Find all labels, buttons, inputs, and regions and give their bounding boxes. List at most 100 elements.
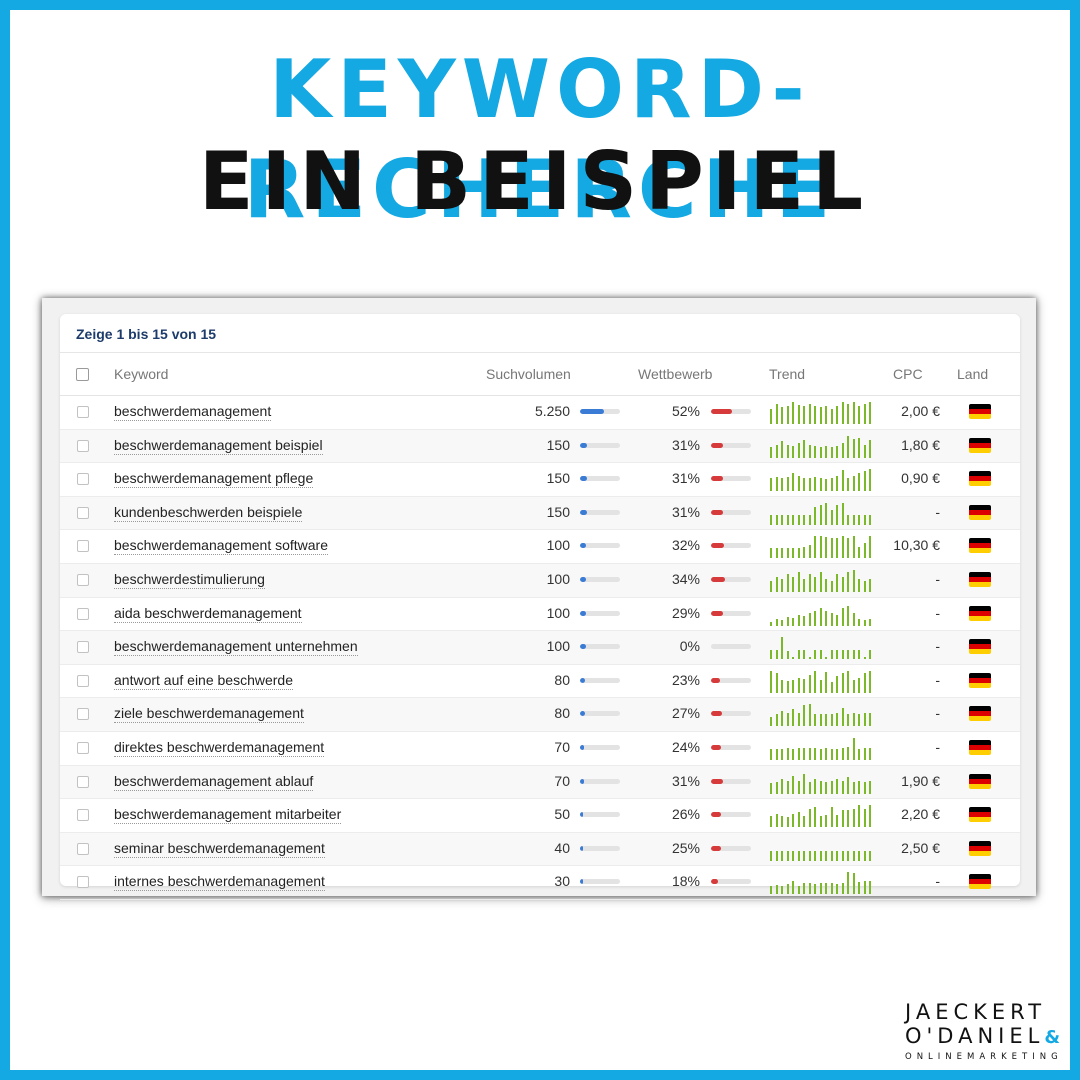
row-checkbox[interactable] [77,406,89,418]
trend-bar [797,812,800,828]
table-row[interactable]: beschwerdemanagement pflege 150 31% 0,90 € [60,463,1020,497]
table-row[interactable]: beschwerdemanagement mitarbeiter 50 26% 2,2… [60,799,1020,833]
germany-flag-icon [969,739,991,755]
cpc-value: - [935,503,940,520]
column-header-country[interactable]: Land [957,366,989,382]
trend-bar [836,748,838,760]
competition-bar [711,677,751,683]
column-header-trend[interactable]: Trend [769,366,806,382]
trend-bar [786,713,789,727]
table-row[interactable]: kundenbeschwerden beispiele 150 31% - [60,496,1020,531]
table-row[interactable]: beschwerdestimulierung 100 34% - [60,563,1020,598]
keyword-link[interactable]: beschwerdestimulierung [114,570,265,589]
trend-bar [847,776,849,794]
trend-bar [814,747,816,760]
column-header-keyword[interactable]: Keyword [114,366,169,382]
trend-bar [814,536,816,559]
select-all-checkbox[interactable] [76,368,89,381]
row-checkbox[interactable] [77,741,89,754]
trend-bar [808,747,811,760]
trend-bar [869,780,871,794]
row-checkbox[interactable] [77,540,89,553]
trend-sparkline [770,704,874,727]
row-checkbox[interactable] [77,842,89,855]
keyword-link[interactable]: beschwerdemanagement unternehmen [114,638,358,657]
row-checkbox[interactable] [77,809,89,822]
table-row[interactable]: ziele beschwerdemanagement 80 27% - [60,698,1020,732]
row-checkbox[interactable] [77,876,89,889]
trend-bar [819,714,822,727]
keyword-link[interactable]: kundenbeschwerden beispiele [114,503,303,522]
keyword-link[interactable]: beschwerdemanagement mitarbeiter [114,806,342,825]
trend-bar [869,670,871,693]
keyword-link[interactable]: ziele beschwerdemanagement [114,705,304,724]
competition-value: 32% [671,537,700,554]
keyword-link[interactable]: beschwerdemanagement [114,403,272,421]
competition-bar [711,509,751,515]
row-checkbox[interactable] [77,506,89,519]
trend-bar [814,714,816,727]
trend-bar [858,805,860,828]
trend-bar [869,402,871,424]
search-volume-bar [580,812,620,818]
search-volume-bar [580,610,620,616]
cpc-value: - [935,604,940,621]
trend-bar [781,407,783,424]
row-checkbox[interactable] [77,439,89,452]
trend-bar [770,409,772,424]
keyword-link[interactable]: antwort auf eine beschwerde [114,671,293,690]
trend-bar [797,514,800,525]
trend-bar [797,476,800,492]
germany-flag-icon [969,471,991,487]
trend-bar [830,780,833,794]
row-checkbox[interactable] [77,708,89,721]
table-row[interactable]: internes beschwerdemanagement 30 18% - [60,866,1020,900]
search-volume-bar [580,677,620,683]
trend-bar [775,548,778,559]
trend-bar [825,671,827,693]
table-row[interactable]: aida beschwerdemanagement 100 29% - [60,598,1020,632]
trend-bar [803,883,805,895]
column-header-cpc[interactable]: CPC [893,366,923,382]
table-row[interactable]: beschwerdemanagement ablauf 70 31% 1,90 € [60,765,1020,800]
trend-bar [814,445,816,458]
table-row[interactable]: antwort auf eine beschwerde 80 23% - [60,665,1020,699]
keyword-link[interactable]: beschwerdemanagement pflege [114,470,314,489]
row-checkbox[interactable] [77,473,89,486]
trend-bar [792,445,794,458]
row-checkbox[interactable] [77,573,89,586]
keyword-link[interactable]: aida beschwerdemanagement [114,604,302,623]
row-checkbox[interactable] [77,641,89,654]
cpc-value: 2,20 € [901,806,940,823]
competition-bar [711,476,751,482]
keyword-link[interactable]: beschwerdemanagement software [114,537,329,556]
table-row[interactable]: beschwerdemanagement beispiel 150 31% 1,80 … [60,429,1020,464]
trend-bar [869,618,871,626]
trend-bar [819,650,822,660]
trend-bar [775,576,778,592]
table-row[interactable]: direktes beschwerdemanagement 70 24% - [60,732,1020,766]
trend-bar [841,470,844,492]
germany-flag-icon [969,538,991,554]
table-row[interactable]: beschwerdemanagement unternehmen 100 0% - [60,631,1020,665]
keyword-link[interactable]: beschwerdemanagement beispiel [114,436,323,455]
row-checkbox[interactable] [77,607,89,620]
trend-bar [836,504,838,525]
table-row[interactable]: beschwerdemanagement software 100 32% 10,30… [60,530,1020,564]
competition-bar [711,711,751,717]
trend-bar [836,850,838,861]
table-row[interactable]: seminar beschwerdemanagement 40 25% 2,50 € [60,832,1020,867]
row-checkbox[interactable] [77,674,89,687]
search-volume-value: 70 [554,738,570,755]
column-header-competition[interactable]: Wettbewerb [638,366,713,382]
keyword-link[interactable]: direktes beschwerdemanagement [114,738,325,757]
keyword-link[interactable]: beschwerdemanagement ablauf [114,772,314,791]
row-checkbox[interactable] [77,775,89,788]
keyword-link[interactable]: seminar beschwerdemanagement [114,839,325,858]
trend-bar [819,850,822,861]
column-header-volume[interactable]: Suchvolumen [486,366,571,382]
trend-bar [858,677,860,693]
table-row[interactable]: beschwerdemanagement 5.250 52% 2,00 € [60,396,1020,430]
keyword-link[interactable]: internes beschwerdemanagement [114,873,325,892]
search-volume-bar [580,543,620,549]
